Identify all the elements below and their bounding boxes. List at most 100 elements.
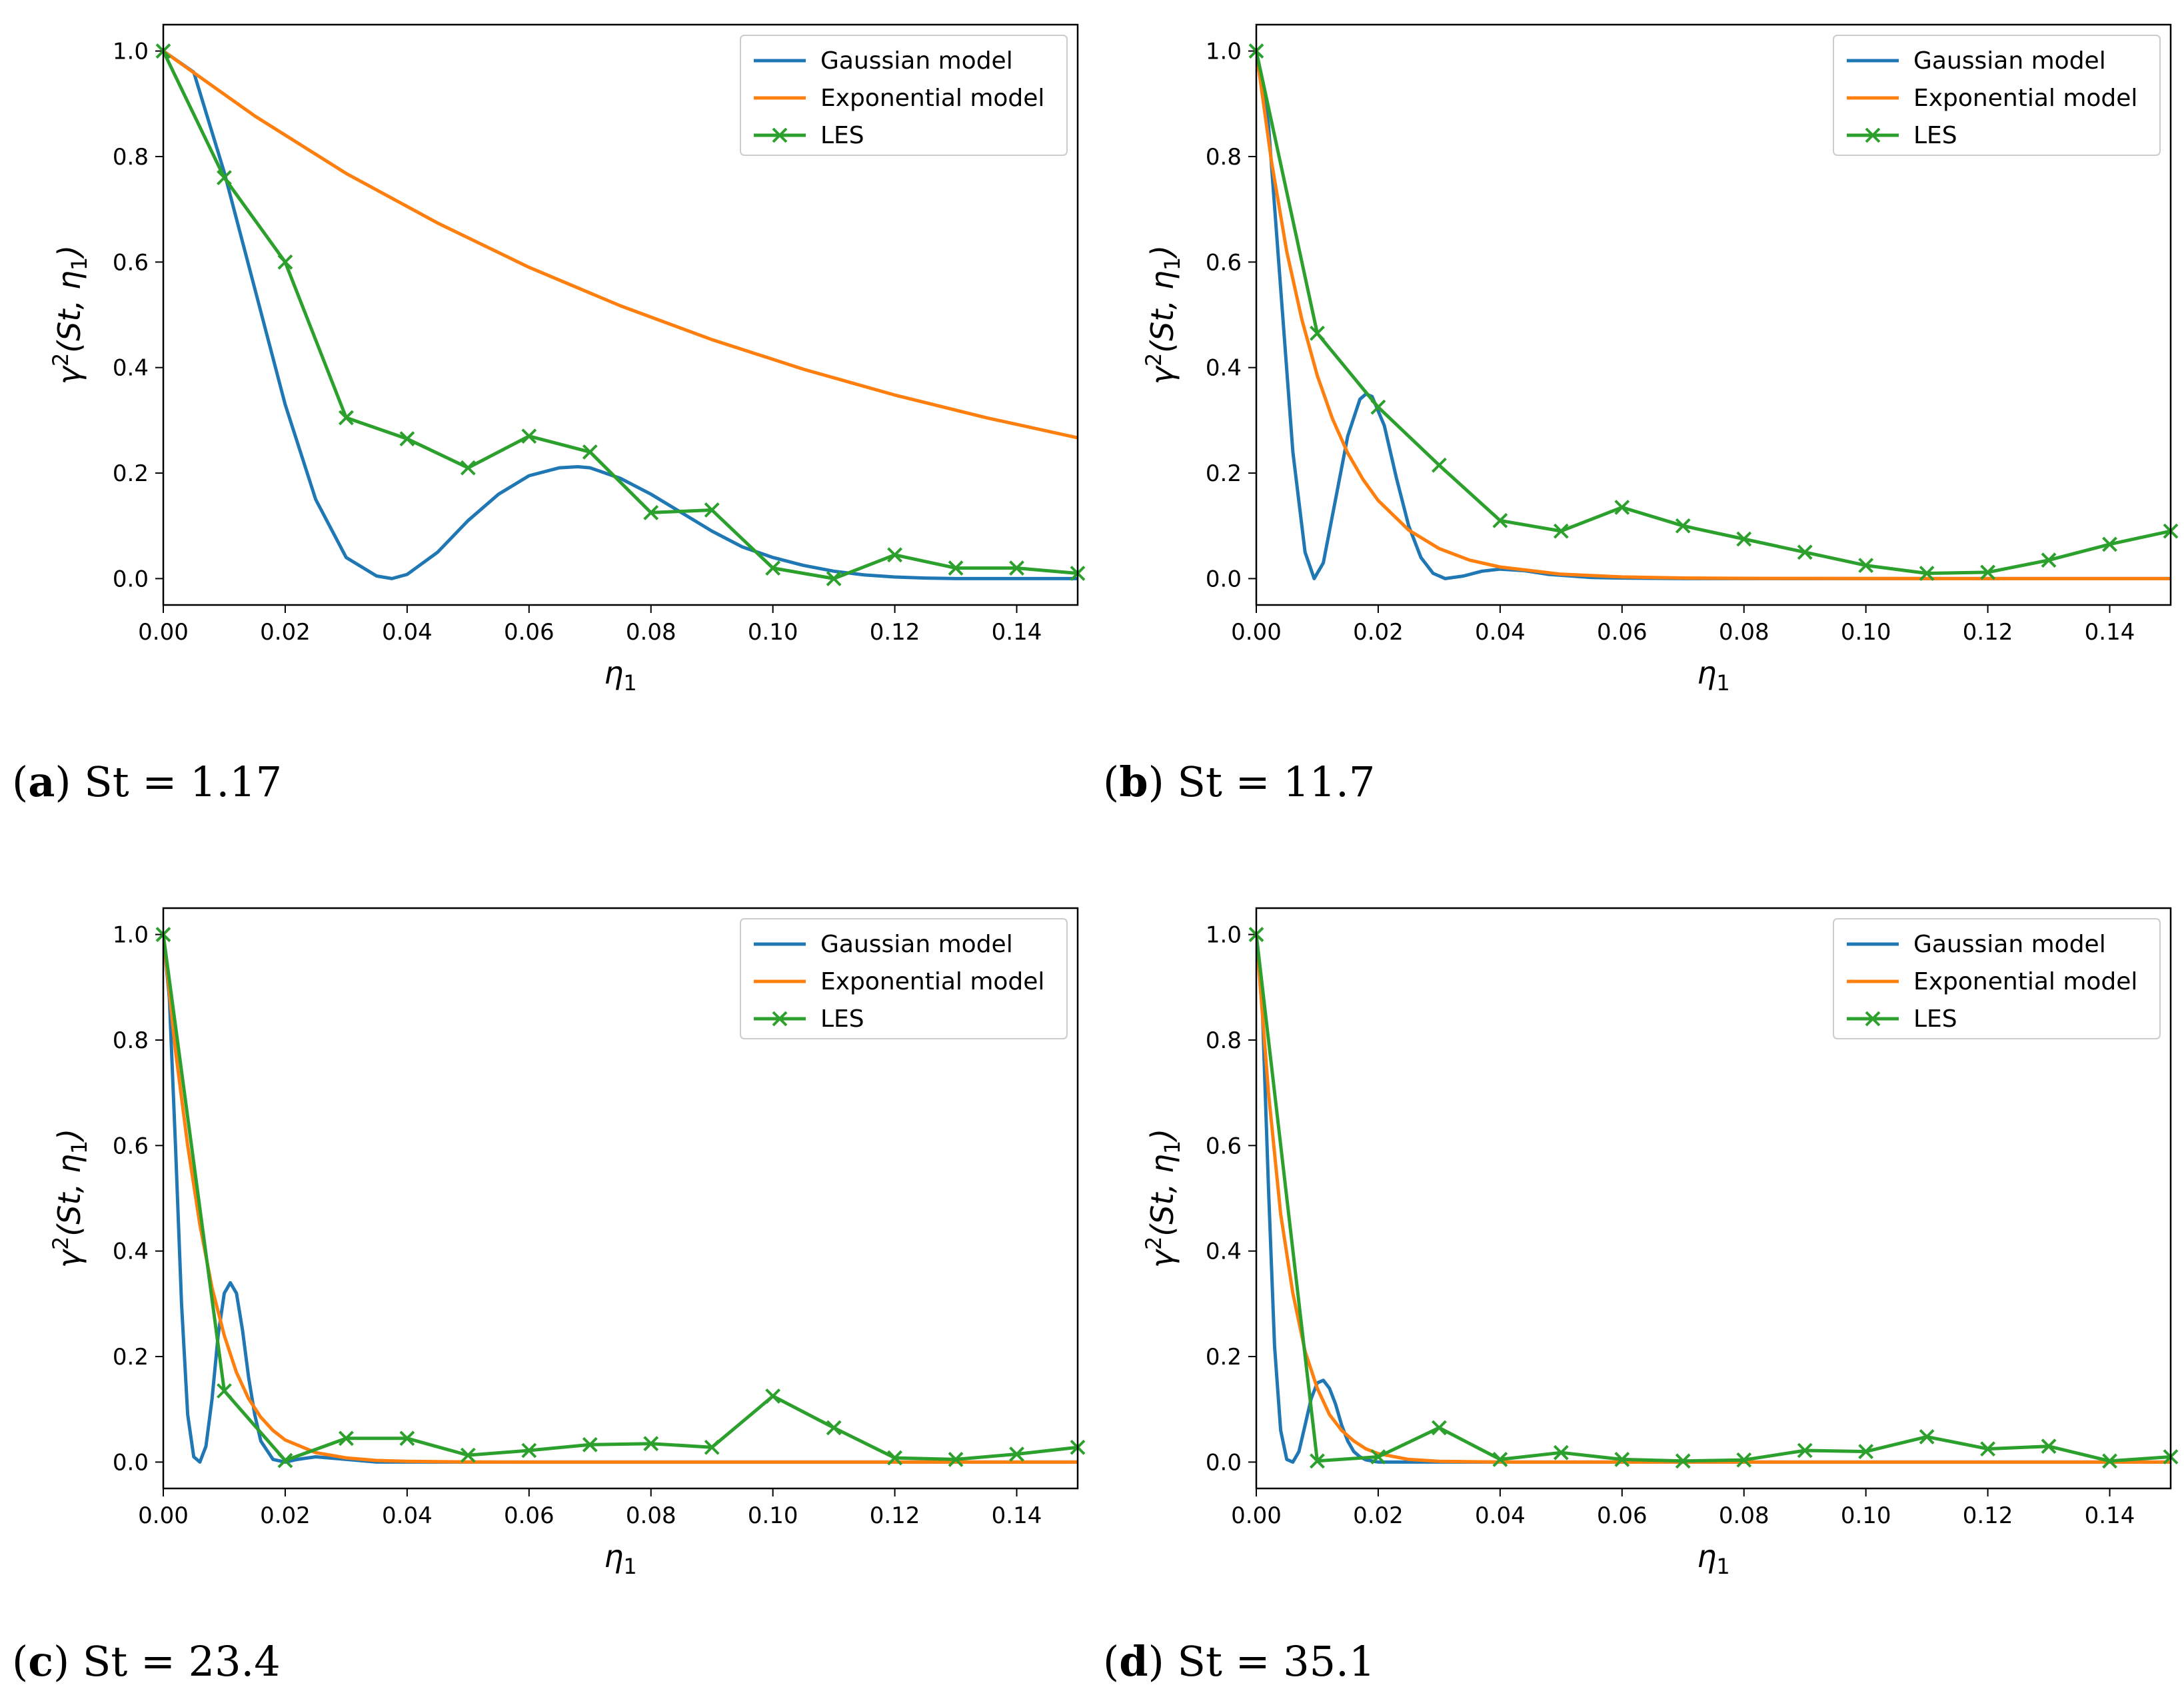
x-tick-label: 0.10: [1841, 619, 1891, 646]
legend-box: [740, 35, 1068, 156]
les-marker: [277, 1452, 293, 1468]
les-marker: [399, 431, 415, 446]
les-marker: [217, 1383, 232, 1399]
series-line-les: [163, 49, 1078, 580]
y-axis-label: γ2(St, η1): [48, 1129, 92, 1269]
x-tick-label: 0.08: [626, 1502, 676, 1529]
panel-caption: (b) St = 11.7: [1103, 758, 1375, 806]
x-tick-label: 0.02: [260, 619, 311, 646]
x-tick-label: 0.10: [748, 1502, 798, 1529]
les-marker: [948, 560, 964, 576]
plot-area: [163, 49, 1078, 580]
x-tick-label: 0.12: [870, 1502, 920, 1529]
les-marker: [948, 1452, 964, 1467]
les-marker: [704, 1439, 720, 1455]
les-marker: [765, 560, 781, 576]
x-tick-label: 0.06: [1597, 1502, 1647, 1529]
x-tick-label: 0.02: [1353, 619, 1404, 646]
y-tick-label: 0.2: [113, 460, 149, 487]
x-tick-label: 0.14: [992, 619, 1042, 646]
legend: Gaussian model Exponential model LES: [740, 918, 1068, 1039]
x-tick-label: 0.02: [1353, 1502, 1404, 1529]
les-marker: [1858, 1444, 1874, 1459]
y-tick-label: 0.6: [113, 1133, 149, 1159]
y-tick-label: 0.0: [113, 566, 149, 592]
les-marker: [338, 1430, 354, 1446]
y-tick-label: 0.4: [113, 355, 149, 382]
y-tick-label: 0.8: [113, 1027, 149, 1054]
series-line-les: [163, 933, 1078, 1462]
les-marker: [1553, 1444, 1569, 1460]
x-tick-label: 0.12: [870, 619, 920, 646]
plot-area: [1256, 933, 2171, 1464]
les-marker: [765, 1389, 781, 1404]
legend-label-gaussian: Gaussian model: [1913, 931, 2106, 958]
legend-label-les: LES: [820, 122, 864, 149]
x-tick-label: 0.12: [1963, 1502, 2013, 1529]
les-marker: [1310, 1453, 1325, 1469]
series-line-les: [1256, 49, 2171, 575]
les-marker: [1614, 500, 1630, 515]
les-marker: [460, 1447, 476, 1463]
y-tick-label: 0.4: [113, 1239, 149, 1265]
x-tick-label: 0.04: [1475, 619, 1526, 646]
plot-area: [1256, 49, 2171, 580]
les-marker: [521, 1442, 537, 1458]
chart-panel-a: 0.00 0.02 0.04 0.06 0.08 0.10 0.12 0.14 0.0 0.2 0.…: [12, 23, 1086, 806]
axes-frame: [162, 23, 1079, 606]
les-marker: [704, 502, 720, 518]
y-tick-label: 0.2: [1206, 1344, 1242, 1371]
x-tick-label: 0.10: [748, 619, 798, 646]
les-marker: [1797, 544, 1813, 560]
series-line-exponential: [1256, 933, 2171, 1464]
y-tick-label: 0.2: [113, 1344, 149, 1371]
chart-panel-c: 0.00 0.02 0.04 0.06 0.08 0.10 0.12 0.14 0.0 0.2 0.…: [12, 907, 1086, 1686]
x-tick-label: 0.06: [504, 619, 554, 646]
y-tick-label: 0.6: [1206, 1133, 1242, 1159]
les-marker: [460, 460, 476, 476]
series-line-gaussian: [1256, 49, 2171, 580]
series-line-exponential: [163, 49, 1078, 440]
les-marker: [2041, 552, 2057, 568]
legend-label-les: LES: [1913, 1005, 1957, 1033]
les-marker: [826, 1420, 842, 1436]
les-marker: [887, 1450, 903, 1466]
les-marker: [277, 254, 293, 270]
x-tick-label: 0.14: [992, 1502, 1042, 1529]
les-marker: [1492, 512, 1508, 528]
panel-caption: (c) St = 23.4: [12, 1637, 281, 1686]
les-marker: [217, 170, 232, 186]
les-marker: [1310, 325, 1325, 341]
x-tick-label: 0.04: [1475, 1502, 1526, 1529]
les-marker: [1431, 1420, 1447, 1436]
les-marker: [1675, 1453, 1691, 1469]
les-marker: [826, 570, 842, 586]
axes-frame: [1255, 23, 2172, 606]
y-tick-label: 1.0: [1206, 39, 1242, 65]
x-tick-label: 0.08: [1719, 619, 1769, 646]
les-marker: [582, 444, 598, 460]
x-tick-label: 0.04: [382, 1502, 433, 1529]
legend-marker-les: [1865, 1011, 1881, 1027]
y-tick-label: 0.4: [1206, 1239, 1242, 1265]
les-marker: [2102, 536, 2117, 552]
series-line-gaussian: [163, 49, 1078, 580]
les-marker: [1431, 457, 1447, 473]
x-tick-label: 0.06: [1597, 619, 1647, 646]
x-tick-label: 0.08: [626, 619, 676, 646]
legend-box: [1833, 35, 2161, 156]
axes-frame: [162, 907, 1079, 1490]
les-marker: [643, 1436, 659, 1452]
x-tick-label: 0.00: [1231, 619, 1282, 646]
legend-marker-les: [1865, 127, 1881, 143]
x-tick-label: 0.12: [1963, 619, 2013, 646]
les-marker: [1614, 1452, 1630, 1467]
x-tick-label: 0.10: [1841, 1502, 1891, 1529]
y-tick-label: 0.8: [1206, 1027, 1242, 1054]
les-marker: [1797, 1442, 1813, 1458]
x-tick-label: 0.14: [2085, 1502, 2135, 1529]
y-tick-label: 0.0: [1206, 1449, 1242, 1476]
x-tick-label: 0.08: [1719, 1502, 1769, 1529]
y-tick-label: 1.0: [113, 39, 149, 65]
les-marker: [2102, 1453, 2117, 1469]
